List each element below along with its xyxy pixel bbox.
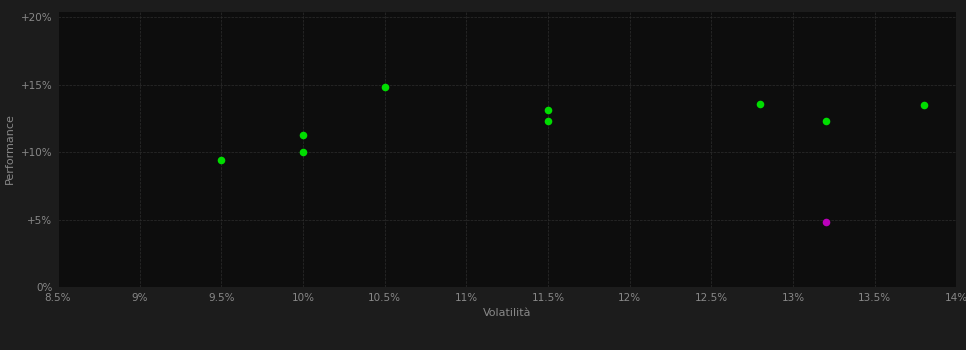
Point <box>753 101 768 106</box>
Y-axis label: Performance: Performance <box>5 113 15 184</box>
Point <box>213 158 229 163</box>
Point <box>296 132 311 138</box>
Point <box>540 107 555 113</box>
X-axis label: Volatilità: Volatilità <box>483 308 531 318</box>
Point <box>916 102 931 108</box>
Point <box>377 85 392 90</box>
Point <box>540 118 555 124</box>
Point <box>818 118 834 124</box>
Point <box>818 219 834 225</box>
Point <box>296 149 311 155</box>
